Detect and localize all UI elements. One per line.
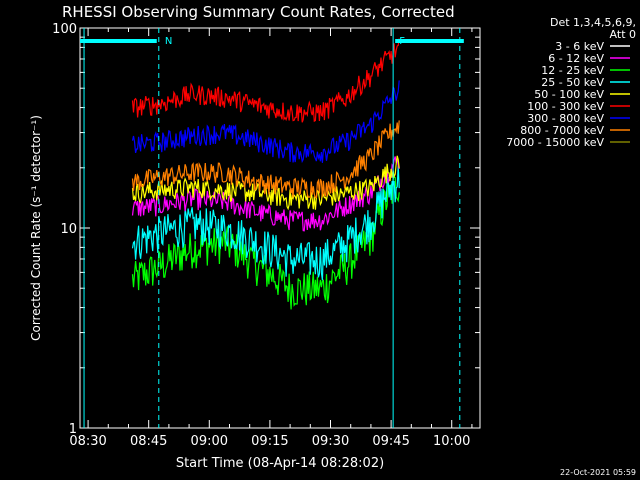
series-line bbox=[131, 98, 400, 138]
x-tick-label: 08:45 bbox=[130, 434, 167, 449]
y-tick-label: 1 bbox=[69, 422, 77, 437]
legend-entry-label: 300 - 800 keV bbox=[527, 112, 604, 125]
x-tick-label: 10:00 bbox=[433, 434, 470, 449]
overlay-bar bbox=[395, 39, 464, 43]
legend-entry-label: 100 - 300 keV bbox=[527, 100, 604, 113]
legend-header-line: Att 0 bbox=[610, 28, 636, 41]
overlay-bar bbox=[80, 39, 157, 43]
series-line bbox=[131, 38, 400, 123]
legend-entry-label: 7000 - 15000 keV bbox=[506, 136, 604, 149]
y-tick-label: 10 bbox=[60, 222, 77, 237]
x-tick-label: 08:30 bbox=[69, 434, 106, 449]
overlay-annotation: N bbox=[165, 36, 172, 47]
y-axis-label: Corrected Count Rate (s⁻¹ detector⁻¹) bbox=[29, 115, 43, 341]
series-layer bbox=[131, 38, 400, 310]
x-tick-label: 09:00 bbox=[191, 434, 228, 449]
legend-entry-label: 800 - 7000 keV bbox=[520, 124, 604, 137]
legend-entry-label: 50 - 100 keV bbox=[534, 88, 604, 101]
x-tick-label: 09:15 bbox=[251, 434, 288, 449]
overlay-annotation: F bbox=[399, 36, 405, 47]
chart-title: RHESSI Observing Summary Count Rates, Co… bbox=[62, 3, 455, 21]
plot-frame bbox=[79, 27, 481, 429]
series-line bbox=[131, 80, 400, 164]
series-line bbox=[131, 156, 400, 232]
x-tick-label: 09:30 bbox=[312, 434, 349, 449]
legend-entry-label: 6 - 12 keV bbox=[548, 52, 604, 65]
series-line bbox=[131, 120, 400, 199]
x-tick-label: 09:45 bbox=[372, 434, 409, 449]
series-line bbox=[131, 165, 400, 281]
x-axis-label: Start Time (08-Apr-14 08:28:02) bbox=[176, 456, 384, 471]
legend-header-line: Det 1,3,4,5,6,9, bbox=[550, 16, 636, 29]
series-line bbox=[131, 176, 400, 310]
legend-entry-label: 25 - 50 keV bbox=[541, 76, 604, 89]
y-tick-label: 100 bbox=[52, 22, 77, 37]
legend-entry-label: 3 - 6 keV bbox=[555, 40, 604, 53]
plot-axes: 08:30 08:45 09:00 09:15 09:30 09:45 10:00 1 10 10… bbox=[52, 22, 481, 449]
legend-entry-label: 12 - 25 keV bbox=[541, 64, 604, 77]
footer-timestamp: 22-Oct-2021 05:59 bbox=[560, 468, 636, 477]
